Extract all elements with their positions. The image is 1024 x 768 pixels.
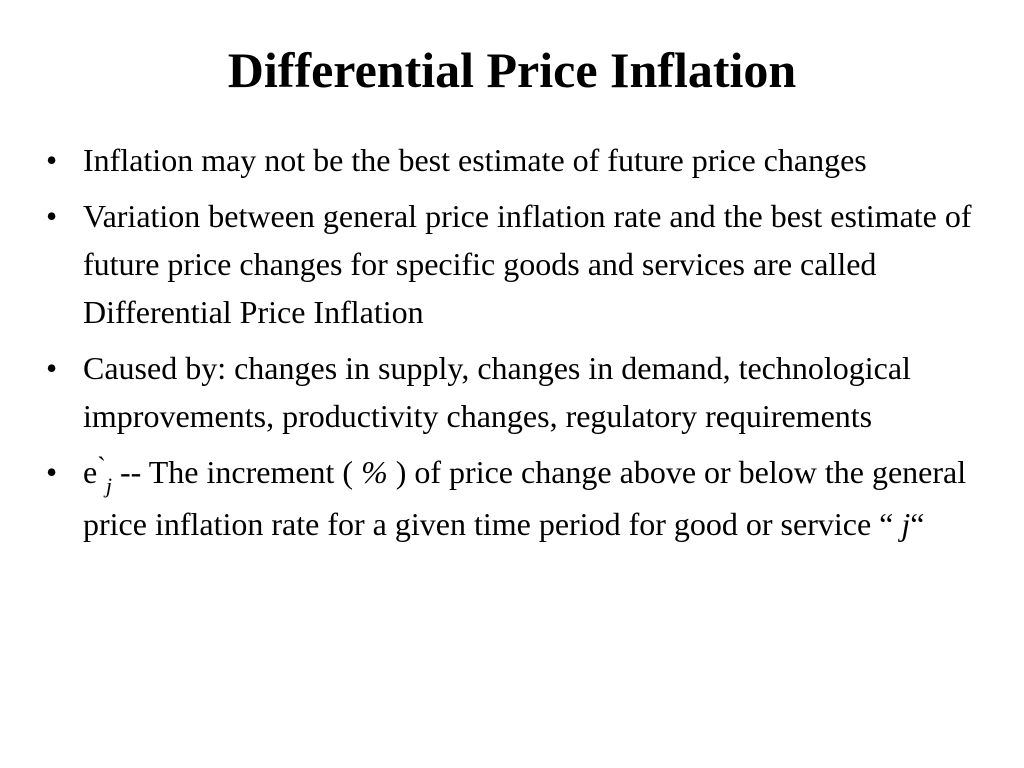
math-symbol-mark: ` [97, 452, 106, 481]
bullet-item-4: • e`j -- The increment ( % ) of price ch… [46, 448, 976, 548]
bullet-text: Variation between general price inflatio… [83, 198, 972, 330]
bullet-marker: • [46, 350, 58, 386]
bullet-marker: • [46, 198, 58, 234]
bullet-marker: • [46, 142, 58, 178]
math-symbol-subscript: j [105, 473, 112, 498]
percent-symbol: % [361, 454, 388, 490]
bullet-list: • Inflation may not be the best estimate… [46, 136, 976, 556]
bullet-text: Inflation may not be the best estimate o… [83, 142, 867, 178]
math-variable-j: j [901, 506, 911, 542]
slide-title: Differential Price Inflation [227, 42, 797, 98]
bullet-text-part: “ [910, 506, 925, 542]
bullet-text-part: ) of price change above or below the gen… [83, 454, 967, 542]
math-symbol-base: e [83, 454, 98, 490]
bullet-item-2: • Variation between general price inflat… [46, 192, 976, 336]
bullet-text-part: -- The increment ( [120, 454, 362, 490]
bullet-item-3: • Caused by: changes in supply, changes … [46, 344, 976, 440]
bullet-text: Caused by: changes in supply, changes in… [83, 350, 911, 434]
bullet-item-1: • Inflation may not be the best estimate… [46, 136, 976, 184]
bullet-marker: • [46, 454, 58, 490]
